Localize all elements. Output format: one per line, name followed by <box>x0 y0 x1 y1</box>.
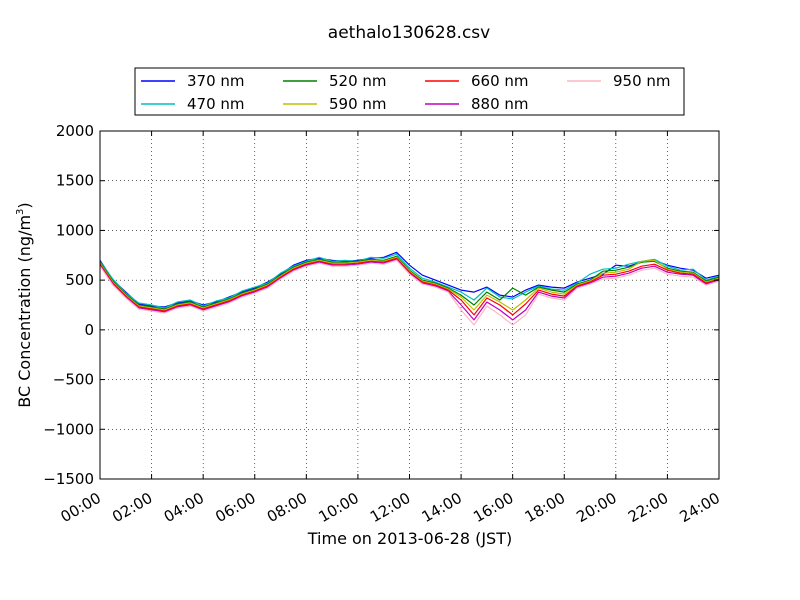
axis-ticks <box>99 130 720 480</box>
legend-label: 470 nm <box>187 95 245 113</box>
y-axis-label-end: ) <box>15 202 34 208</box>
y-tick-label: 0 <box>84 321 94 339</box>
legend-label: 880 nm <box>471 95 529 113</box>
x-axis-label: Time on 2013-06-28 (JST) <box>307 529 512 548</box>
legend-box <box>134 67 685 116</box>
y-tick-label: 1000 <box>56 221 94 239</box>
legend-label: 590 nm <box>329 95 387 113</box>
y-tick-label: −1000 <box>43 420 94 438</box>
series-line-660-nm <box>99 257 720 316</box>
series-line-370-nm <box>99 251 720 308</box>
series-line-950-nm <box>99 259 720 326</box>
chart-title: aethalo130628.csv <box>328 23 490 43</box>
series-line-590-nm <box>99 256 720 311</box>
series-line-880-nm <box>99 258 720 321</box>
series-line-520-nm <box>99 255 720 310</box>
legend-label: 370 nm <box>187 72 245 90</box>
series-lines <box>99 251 720 326</box>
y-tick-label: 500 <box>65 271 94 289</box>
legend-label: 660 nm <box>471 72 529 90</box>
y-axis-label-superscript: 3 <box>15 209 26 215</box>
y-tick-label: −500 <box>53 371 94 389</box>
legend: 370 nm 470 nm 520 nm 590 nm 660 nm 880 nm 950 … <box>134 67 685 116</box>
y-axis-label-main: BC Concentration (ng/m <box>15 215 34 408</box>
y-tick-label: 2000 <box>56 122 94 140</box>
y-axis-label: BC Concentration (ng/m3) <box>15 202 34 407</box>
y-tick-labels: −1500 −1000 −500 0 500 1000 1500 2000 <box>43 122 94 488</box>
series-line-470-nm <box>99 253 720 309</box>
legend-label: 950 nm <box>613 72 671 90</box>
legend-label: 520 nm <box>329 72 387 90</box>
y-tick-label: −1500 <box>43 470 94 488</box>
y-tick-label: 1500 <box>56 172 94 190</box>
